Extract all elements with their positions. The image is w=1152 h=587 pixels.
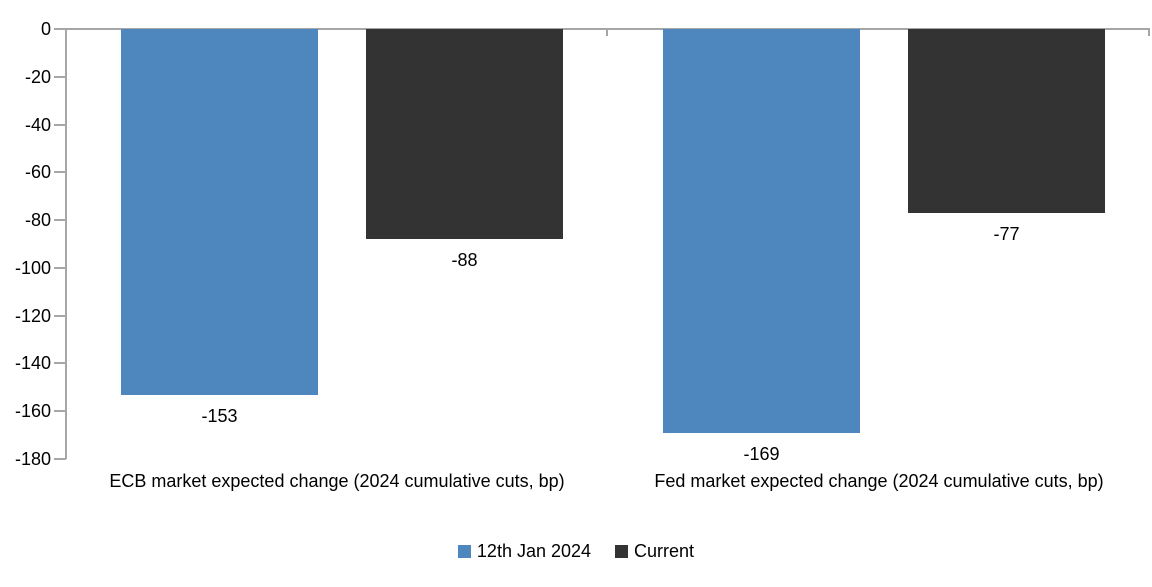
y-axis-tick: [54, 410, 66, 413]
bar-12th-jan-2024: [663, 29, 860, 433]
y-axis-tick: [54, 314, 66, 317]
y-axis-tick: [54, 458, 66, 460]
y-axis-tick: [54, 219, 66, 222]
legend-item: Current: [615, 540, 694, 562]
y-axis-tick-label: -40: [24, 114, 51, 135]
y-axis-line: [65, 29, 67, 459]
y-axis-tick: [54, 266, 66, 269]
bar-data-label: -153: [201, 405, 238, 426]
category-label: ECB market expected change (2024 cumulat…: [109, 471, 565, 491]
category-axis-tick: [606, 29, 608, 36]
bar-current: [366, 29, 563, 240]
legend-swatch-icon: [615, 544, 629, 558]
category-axis-tick: [1148, 29, 1150, 36]
legend: 12th Jan 2024 Current: [0, 540, 1152, 562]
bar-current: [908, 29, 1105, 213]
y-axis-tick-label: -60: [24, 162, 51, 183]
y-axis-tick-label: -160: [14, 401, 51, 422]
y-axis-tick: [54, 28, 66, 30]
category-label: Fed market expected change (2024 cumulat…: [654, 471, 1104, 491]
bar-data-label: -169: [743, 443, 780, 464]
bar-data-label: -77: [993, 223, 1020, 244]
legend-label: 12th Jan 2024: [476, 541, 592, 561]
legend-item: 12th Jan 2024: [457, 540, 592, 562]
y-axis-tick: [54, 123, 66, 126]
y-axis-tick-label: -120: [14, 305, 51, 326]
y-axis-tick-label: -80: [24, 210, 51, 231]
y-axis-tick-label: -100: [14, 257, 51, 278]
bar-data-label: -88: [451, 250, 478, 271]
legend-swatch-icon: [457, 544, 471, 558]
y-axis-tick-label: -140: [14, 353, 51, 374]
y-axis-tick: [54, 75, 66, 78]
legend-label: Current: [634, 541, 695, 561]
y-axis-tick: [54, 362, 66, 365]
y-axis-tick: [54, 171, 66, 174]
y-axis-tick-label: 0: [40, 19, 51, 39]
y-axis-tick-label: -20: [24, 66, 51, 87]
y-axis-tick-label: -180: [14, 449, 51, 469]
bar-12th-jan-2024: [121, 29, 318, 395]
